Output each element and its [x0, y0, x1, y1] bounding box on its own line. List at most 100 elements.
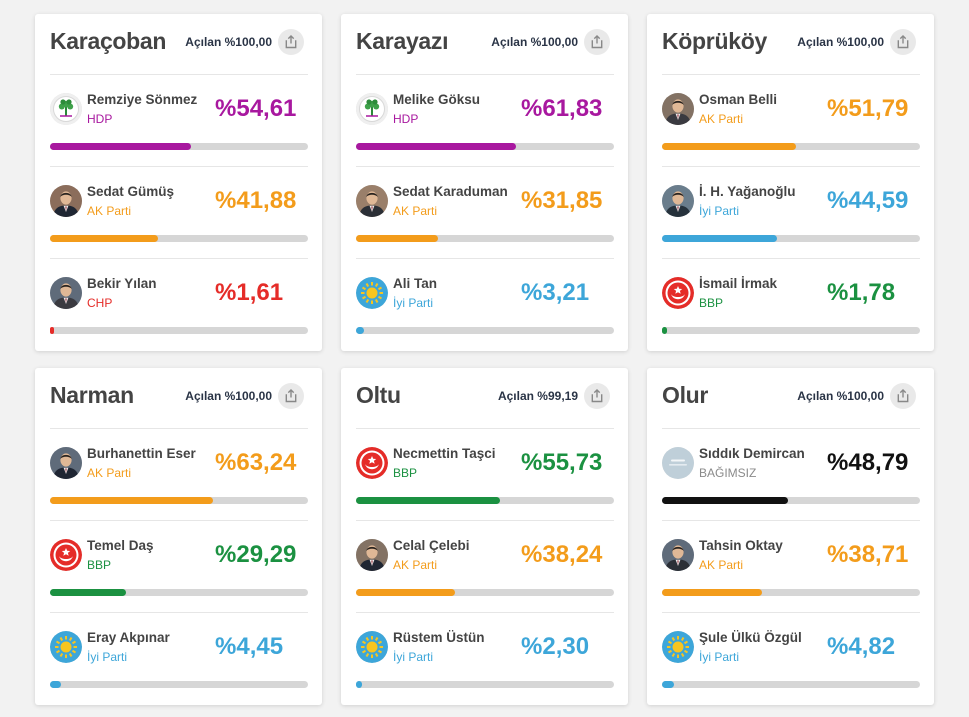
- vote-bar-fill: [356, 497, 500, 504]
- vote-bar-fill: [662, 143, 796, 150]
- share-icon: [896, 389, 910, 403]
- vote-bar-fill: [50, 143, 191, 150]
- candidate-avatar: [50, 277, 82, 309]
- vote-bar-fill: [50, 497, 214, 504]
- opened-ballots-label: Açılan %100,00: [185, 35, 272, 49]
- candidate-name: Sıddık Demircan: [699, 446, 805, 461]
- candidate-avatar: [356, 93, 388, 125]
- share-button[interactable]: [890, 383, 916, 409]
- candidate-row: Ali Tan İyi Parti %3,21: [356, 258, 614, 351]
- share-icon: [284, 35, 298, 49]
- vote-bar-fill: [50, 235, 159, 242]
- candidate-party: AK Parti: [699, 558, 744, 572]
- district-title: Oltu: [356, 382, 401, 408]
- card-header: Olur Açılan %100,00: [647, 368, 934, 428]
- vote-percentage: %31,85: [521, 187, 603, 214]
- vote-percentage: %61,83: [521, 95, 603, 122]
- vote-percentage: %63,24: [215, 449, 297, 476]
- district-card-oltu: Oltu Açılan %99,19 Necmettin Taşci BBP %55,7…: [341, 368, 628, 705]
- district-card-narman: Narman Açılan %100,00 Burhanettin Eser AK P…: [35, 368, 322, 705]
- vote-percentage: %44,59: [827, 187, 909, 214]
- district-card-olur: Olur Açılan %100,00 Sıddık Demircan BAĞIMSI…: [647, 368, 934, 705]
- candidate-party: BAĞIMSIZ: [699, 466, 757, 480]
- vote-bar: [662, 681, 920, 688]
- candidate-row: Eray Akpınar İyi Parti %4,45: [50, 612, 308, 705]
- vote-bar-fill: [356, 327, 365, 334]
- card-header: Narman Açılan %100,00: [35, 368, 322, 428]
- vote-percentage: %38,71: [827, 541, 909, 568]
- vote-bar-fill: [662, 681, 675, 688]
- candidate-name: Burhanettin Eser: [87, 446, 196, 461]
- share-button[interactable]: [584, 383, 610, 409]
- district-title: Köprüköy: [662, 28, 767, 54]
- vote-bar: [662, 327, 920, 334]
- candidate-avatar: [662, 185, 694, 217]
- vote-bar: [662, 235, 920, 242]
- candidate-row: Temel Daş BBP %29,29: [50, 520, 308, 613]
- candidate-party: AK Parti: [87, 204, 132, 218]
- vote-bar-fill: [662, 589, 762, 596]
- vote-percentage: %54,61: [215, 95, 297, 122]
- vote-percentage: %55,73: [521, 449, 603, 476]
- candidate-party: BBP: [393, 466, 418, 480]
- vote-percentage: %3,21: [521, 279, 590, 306]
- candidate-row: Bekir Yılan CHP %1,61: [50, 258, 308, 351]
- vote-percentage: %38,24: [521, 541, 603, 568]
- candidate-avatar: [662, 277, 694, 309]
- card-header: Oltu Açılan %99,19: [341, 368, 628, 428]
- district-title: Karayazı: [356, 28, 449, 54]
- candidate-party: CHP: [87, 296, 113, 310]
- vote-bar: [356, 143, 614, 150]
- vote-bar-fill: [662, 497, 788, 504]
- candidate-avatar: [356, 631, 388, 663]
- candidate-row: Sedat Gümüş AK Parti %41,88: [50, 166, 308, 259]
- vote-percentage: %4,82: [827, 633, 896, 660]
- vote-bar-fill: [50, 327, 55, 334]
- candidate-row: Tahsin Oktay AK Parti %38,71: [662, 520, 920, 613]
- candidate-party: İyi Parti: [393, 650, 434, 664]
- vote-bar: [50, 143, 308, 150]
- candidate-row: Şule Ülkü Özgül İyi Parti %4,82: [662, 612, 920, 705]
- candidate-name: Necmettin Taşci: [393, 446, 496, 461]
- candidate-party: BBP: [699, 296, 724, 310]
- vote-percentage: %41,88: [215, 187, 297, 214]
- candidate-name: Rüstem Üstün: [393, 630, 485, 645]
- candidate-avatar: [50, 631, 82, 663]
- vote-percentage: %51,79: [827, 95, 909, 122]
- candidate-name: Osman Belli: [699, 92, 778, 107]
- vote-percentage: %29,29: [215, 541, 297, 568]
- share-button[interactable]: [890, 29, 916, 55]
- vote-bar-fill: [356, 589, 455, 596]
- candidate-party: HDP: [393, 112, 419, 126]
- vote-percentage: %4,45: [215, 633, 284, 660]
- vote-bar: [50, 497, 308, 504]
- candidate-row: Sedat Karaduman AK Parti %31,85: [356, 166, 614, 259]
- share-icon: [590, 35, 604, 49]
- vote-bar: [662, 589, 920, 596]
- vote-bar-fill: [50, 589, 126, 596]
- candidate-name: İsmail İrmak: [699, 276, 778, 291]
- vote-percentage: %2,30: [521, 633, 590, 660]
- vote-bar-fill: [662, 235, 778, 242]
- share-button[interactable]: [584, 29, 610, 55]
- district-title: Karaçoban: [50, 28, 167, 54]
- opened-ballots-label: Açılan %99,19: [497, 389, 578, 403]
- candidate-row: Rüstem Üstün İyi Parti %2,30: [356, 612, 614, 705]
- share-button[interactable]: [278, 383, 304, 409]
- candidate-avatar: [662, 93, 694, 125]
- candidate-row: Burhanettin Eser AK Parti %63,24: [50, 428, 308, 521]
- candidate-name: Eray Akpınar: [87, 630, 170, 645]
- candidate-avatar: [50, 539, 82, 571]
- candidate-row: Remziye Sönmez HDP %54,61: [50, 74, 308, 167]
- candidate-avatar: [662, 539, 694, 571]
- vote-bar-fill: [662, 327, 667, 334]
- district-card-karayazi: Karayazı Açılan %100,00 Melike Göksu HDP %61…: [341, 14, 628, 351]
- district-title: Narman: [50, 382, 134, 408]
- candidate-row: İsmail İrmak BBP %1,78: [662, 258, 920, 351]
- share-button[interactable]: [278, 29, 304, 55]
- vote-bar: [356, 497, 614, 504]
- vote-bar: [50, 589, 308, 596]
- opened-ballots-label: Açılan %100,00: [797, 35, 884, 49]
- district-card-koprukoy: Köprüköy Açılan %100,00 Osman Belli AK Part…: [647, 14, 934, 351]
- vote-bar: [356, 235, 614, 242]
